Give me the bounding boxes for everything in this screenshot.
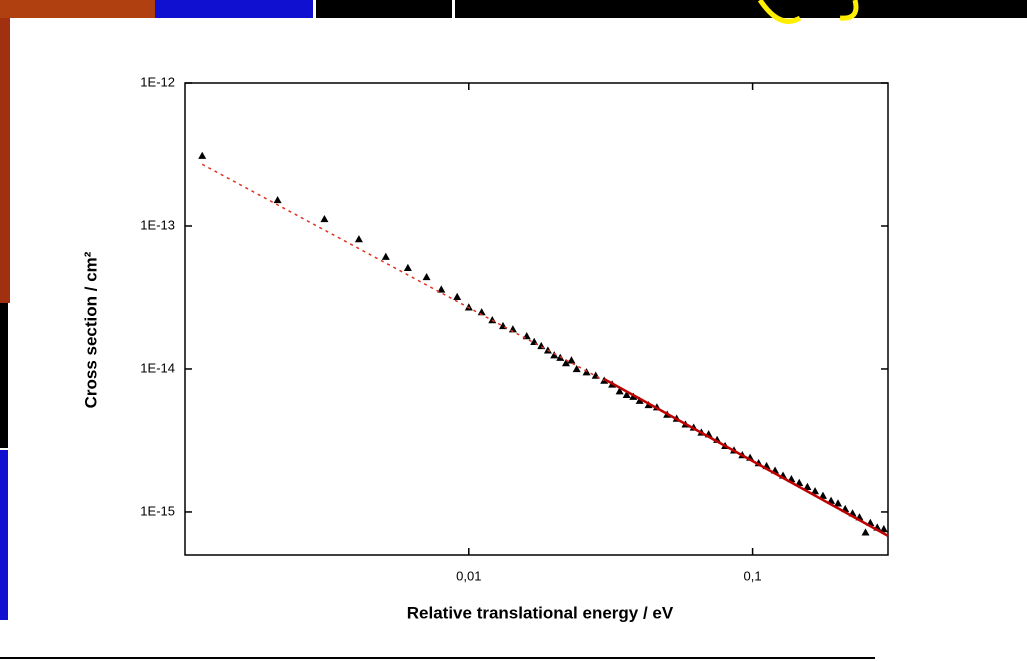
data-point <box>561 359 570 367</box>
data-point <box>615 387 624 395</box>
x-tick-label: 0,01 <box>456 568 481 583</box>
data-point <box>811 487 820 495</box>
blue-strip <box>155 0 313 18</box>
data-point <box>622 390 631 398</box>
photo-strip <box>0 0 155 18</box>
data-point <box>381 252 390 260</box>
data-point <box>477 308 486 316</box>
data-point <box>803 482 812 490</box>
y-axis-label: Cross section / cm² <box>81 251 100 408</box>
black-strip <box>316 0 452 18</box>
photo-strip <box>0 18 10 303</box>
data-point <box>635 396 644 404</box>
x-tick-label: 0,1 <box>744 568 762 583</box>
y-tick-label: 1E-14 <box>140 360 175 375</box>
data-point <box>354 235 363 243</box>
data-point <box>567 356 576 364</box>
decoration <box>757 0 859 24</box>
data-point <box>453 292 462 300</box>
fit-line <box>201 163 605 382</box>
data-point <box>572 364 581 373</box>
data-point <box>795 478 804 486</box>
plot-frame <box>184 82 889 556</box>
data-point <box>422 272 431 281</box>
fit-line <box>603 377 889 538</box>
data-point <box>818 491 827 499</box>
data-point <box>550 351 559 359</box>
data-point <box>834 499 843 507</box>
black-strip <box>455 0 1027 18</box>
data-point <box>437 285 446 293</box>
data-point <box>403 263 412 271</box>
x-axis-label: Relative translational energy / eV <box>407 603 674 622</box>
y-tick-label: 1E-13 <box>140 217 175 232</box>
data-point <box>861 528 870 536</box>
data-point <box>273 195 282 204</box>
y-tick-label: 1E-15 <box>140 503 175 518</box>
blue-strip <box>0 450 8 620</box>
data-point <box>198 151 207 159</box>
data-point <box>320 214 329 223</box>
y-tick-label: 1E-12 <box>140 74 175 89</box>
dark-strip <box>0 303 8 448</box>
data-point <box>879 524 888 533</box>
